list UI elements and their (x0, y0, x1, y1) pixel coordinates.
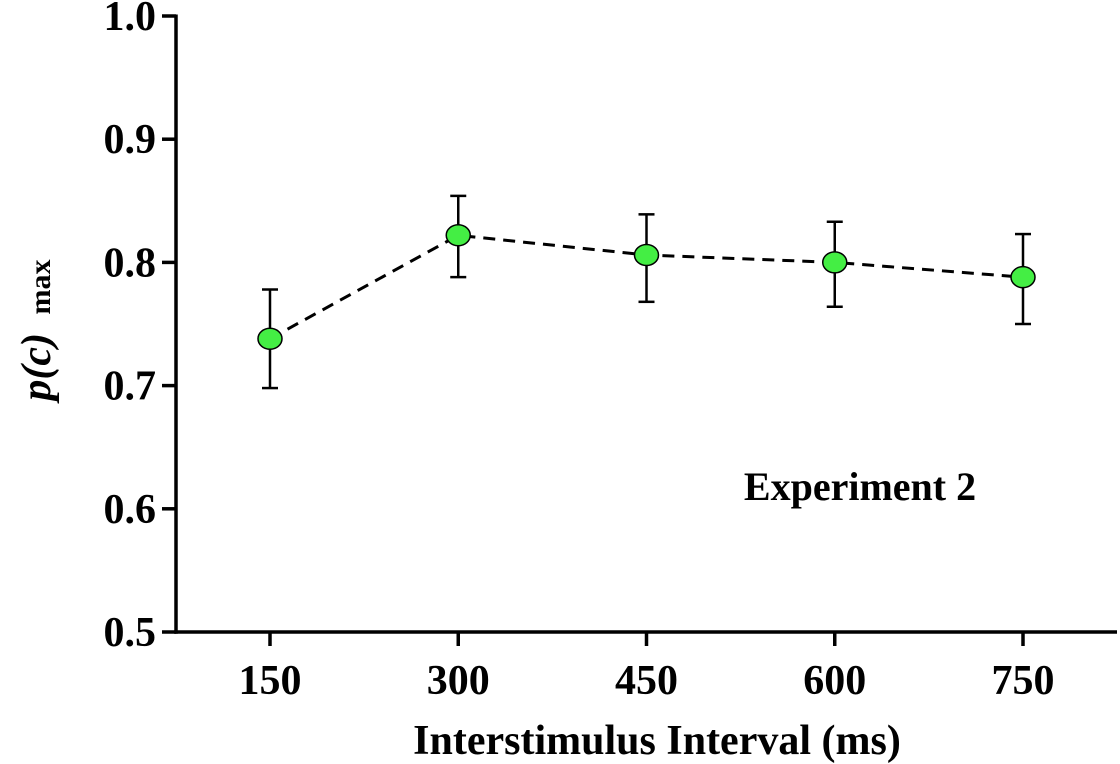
x-tick-label: 750 (992, 658, 1055, 704)
y-tick-label: 0.7 (104, 364, 157, 410)
data-point (445, 224, 471, 247)
y-tick-label: 0.5 (104, 610, 157, 656)
x-tick-label: 150 (239, 658, 302, 704)
series-group (257, 194, 1036, 390)
data-point (257, 327, 283, 351)
y-axis-title: p(c) max (14, 259, 60, 403)
y-axis-title-subscript: max (24, 259, 57, 314)
x-tick-label: 450 (615, 658, 678, 704)
y-tick-label: 0.6 (104, 487, 157, 533)
y-axis-ticks: 0.5 0.6 0.7 0.8 0.9 1.0 (104, 0, 176, 656)
y-tick-label: 0.8 (104, 240, 157, 286)
y-axis-title-main: p(c) (14, 333, 60, 404)
data-point (633, 243, 660, 267)
x-axis-title: Interstimulus Interval (ms) (413, 718, 901, 764)
y-tick-label: 1.0 (104, 0, 157, 40)
y-tick-label: 0.9 (104, 117, 157, 163)
data-point (1010, 265, 1036, 289)
x-axis-ticks: 150 300 450 600 750 (239, 632, 1055, 704)
x-tick-label: 300 (427, 658, 490, 704)
annotation-experiment: Experiment 2 (744, 464, 976, 509)
x-tick-label: 600 (803, 658, 866, 704)
data-point (822, 251, 848, 274)
